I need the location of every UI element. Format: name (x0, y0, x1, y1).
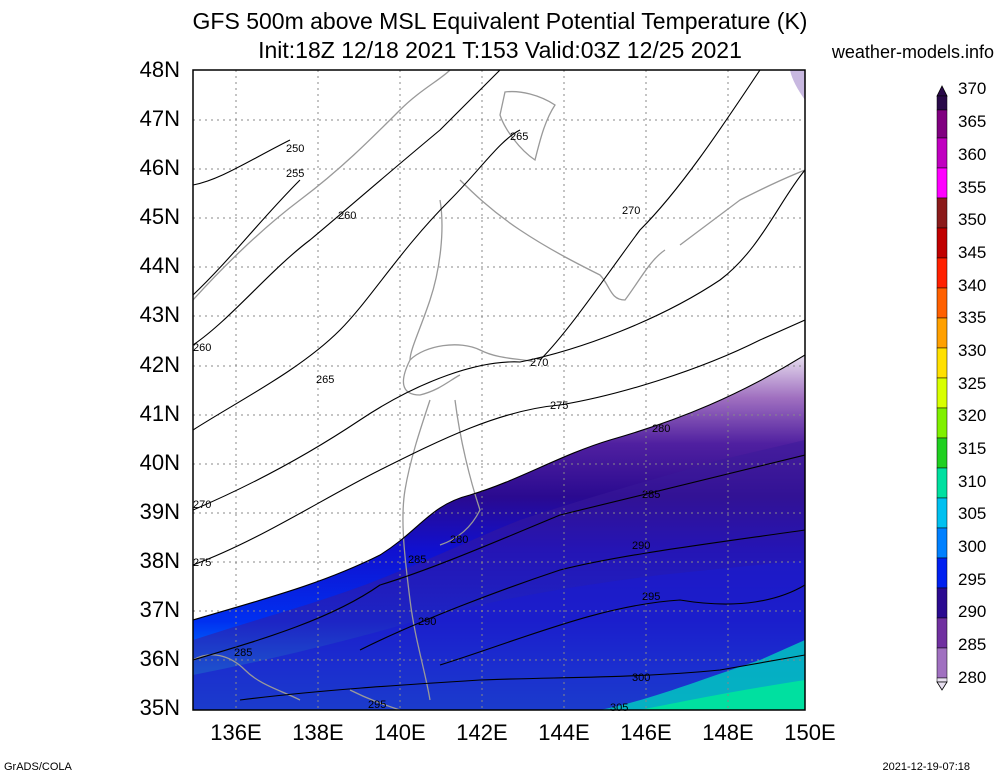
lon-label: 148E (702, 720, 754, 745)
lon-label: 136E (210, 720, 262, 745)
contour-label: 255 (286, 168, 304, 180)
lat-label: 39N (139, 499, 180, 524)
contour-label: 285 (234, 647, 252, 659)
lat-label: 44N (139, 253, 180, 278)
map-field (193, 70, 805, 710)
lat-label: 43N (139, 302, 180, 327)
lon-label: 144E (538, 720, 590, 745)
lat-label: 46N (139, 155, 180, 180)
colorbar-label: 285 (958, 635, 987, 654)
colorbar-label: 320 (958, 406, 987, 425)
colorbar-label: 315 (958, 439, 987, 458)
contour-label: 275 (193, 557, 211, 569)
lat-label: 48N (139, 57, 180, 82)
contour-label: 270 (530, 357, 548, 369)
footer-software: GrADS/COLA (4, 761, 72, 773)
lat-label: 42N (139, 352, 180, 377)
colorbar-label: 370 (958, 79, 987, 98)
colorbar-label: 345 (958, 243, 987, 262)
colorbar-label: 290 (958, 602, 987, 621)
lat-label: 36N (139, 646, 180, 671)
colorbar-label: 280 (958, 668, 987, 687)
lat-label: 45N (139, 204, 180, 229)
lon-label: 142E (456, 720, 508, 745)
colorbar (936, 85, 948, 691)
lat-label: 40N (139, 450, 180, 475)
contour-label: 280 (450, 534, 468, 546)
contour-label: 260 (193, 342, 211, 354)
contour-label: 285 (642, 489, 660, 501)
lat-label: 35N (139, 695, 180, 720)
contour-label: 285 (408, 554, 426, 566)
contours (193, 70, 805, 701)
contour-label: 270 (193, 499, 211, 511)
lon-label: 146E (620, 720, 672, 745)
lon-label: 140E (374, 720, 426, 745)
colorbar-label: 360 (958, 145, 987, 164)
contour-label: 275 (550, 400, 568, 412)
contour-labels: 250 255 260 260 265 265 270 270 270 275 … (193, 131, 670, 714)
colorbar-label: 365 (958, 112, 987, 131)
footer-timestamp: 2021-12-19-07:18 (882, 761, 970, 773)
colorbar-label: 335 (958, 308, 987, 327)
contour-label: 260 (338, 210, 356, 222)
contour-label: 295 (642, 591, 660, 603)
colorbar-label: 325 (958, 374, 987, 393)
map-subtitle: Init:18Z 12/18 2021 T:153 Valid:03Z 12/2… (258, 37, 742, 63)
contour-label: 305 (610, 702, 628, 714)
contour-label: 300 (632, 672, 650, 684)
contour-label: 250 (286, 143, 304, 155)
lat-label: 37N (139, 597, 180, 622)
colorbar-label: 300 (958, 537, 987, 556)
colorbar-label: 340 (958, 276, 987, 295)
contour-label: 295 (368, 699, 386, 711)
lat-label: 41N (139, 401, 180, 426)
contour-label: 270 (622, 205, 640, 217)
lat-label: 47N (139, 106, 180, 131)
site-label: weather-models.info (831, 42, 994, 62)
map-title: GFS 500m above MSL Equivalent Potential … (192, 8, 808, 34)
contour-label: 280 (652, 423, 670, 435)
contour-label: 290 (418, 616, 436, 628)
lat-lon-grid (193, 70, 805, 710)
colorbar-label: 310 (958, 472, 987, 491)
contour-label: 265 (510, 131, 528, 143)
lon-label: 138E (292, 720, 344, 745)
map-border (192, 69, 806, 711)
lat-label: 38N (139, 548, 180, 573)
colorbar-label: 350 (958, 210, 987, 229)
lon-label: 150E (784, 720, 836, 745)
colorbar-label: 330 (958, 341, 987, 360)
contour-label: 290 (632, 540, 650, 552)
colorbar-label: 295 (958, 570, 987, 589)
contour-label: 265 (316, 374, 334, 386)
colorbar-label: 305 (958, 504, 987, 523)
colorbar-label: 355 (958, 178, 987, 197)
